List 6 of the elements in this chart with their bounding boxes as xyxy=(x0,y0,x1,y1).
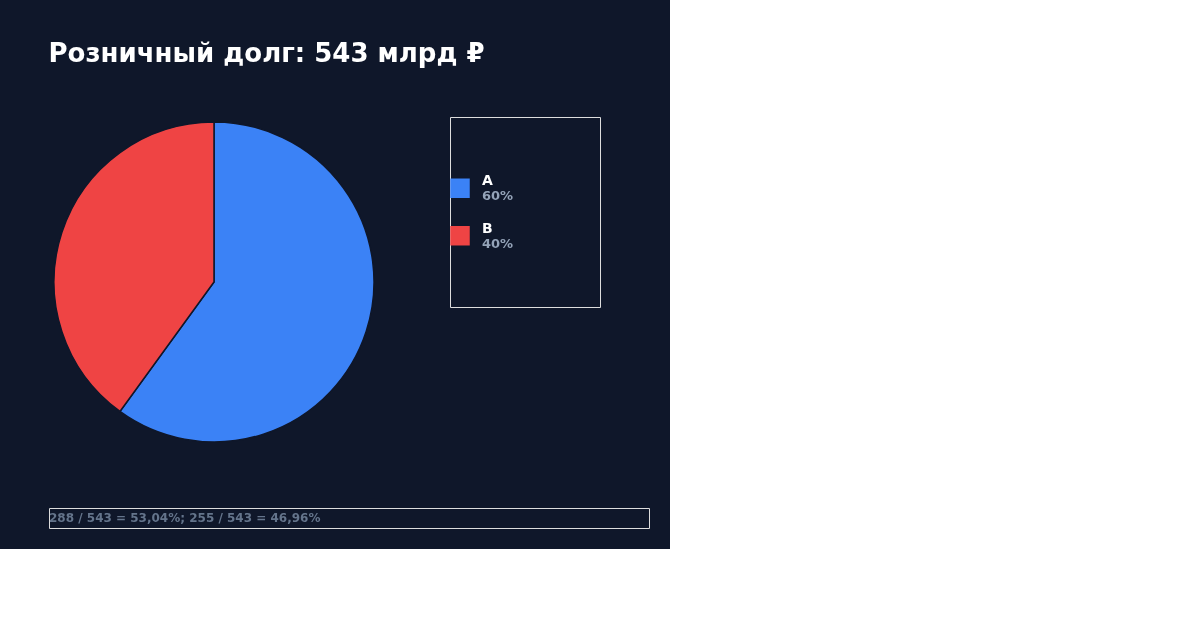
legend-label: A xyxy=(482,172,493,189)
data-label: 40% xyxy=(482,235,514,251)
data-label: 60% xyxy=(482,188,514,204)
legend-label: B xyxy=(482,219,493,236)
text: 288 / 543 = 53,04%; 255 / 543 = 46,96% xyxy=(49,511,321,525)
chart-title: Розничный долг: 543 млрд ₽ xyxy=(48,37,485,68)
